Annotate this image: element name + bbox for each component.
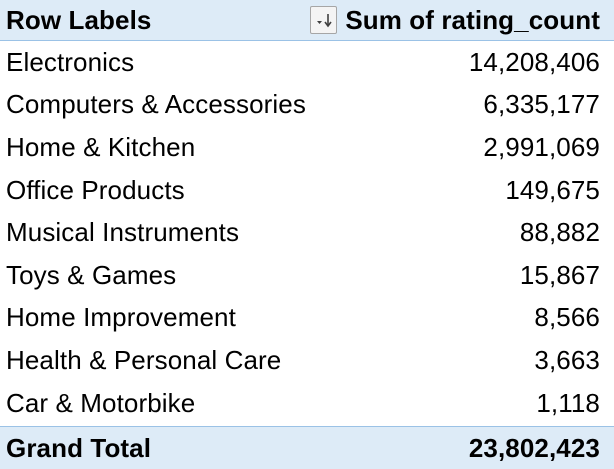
pivot-header-row: Row Labels Sum of rating_count bbox=[0, 0, 614, 41]
table-row[interactable]: Office Products 149,675 bbox=[0, 169, 614, 212]
row-value: 15,867 bbox=[519, 259, 600, 290]
row-value: 1,118 bbox=[536, 387, 600, 418]
sort-filter-button[interactable] bbox=[310, 6, 338, 34]
pivot-body: Electronics 14,208,406 Computers & Acces… bbox=[0, 41, 614, 424]
row-label: Car & Motorbike bbox=[6, 387, 196, 418]
table-row[interactable]: Home & Kitchen 2,991,069 bbox=[0, 126, 614, 169]
table-row[interactable]: Electronics 14,208,406 bbox=[0, 41, 614, 84]
table-row[interactable]: Car & Motorbike 1,118 bbox=[0, 382, 614, 425]
grand-total-row[interactable]: Grand Total 23,802,423 bbox=[0, 426, 614, 469]
row-value: 8,566 bbox=[534, 302, 600, 333]
row-label: Toys & Games bbox=[6, 259, 177, 290]
table-row[interactable]: Computers & Accessories 6,335,177 bbox=[0, 84, 614, 127]
row-value: 3,663 bbox=[534, 344, 600, 375]
grand-total-label: Grand Total bbox=[6, 432, 152, 463]
row-label: Health & Personal Care bbox=[6, 344, 282, 375]
grand-total-value: 23,802,423 bbox=[468, 432, 600, 463]
sort-descending-filter-icon bbox=[316, 14, 332, 28]
row-value: 6,335,177 bbox=[483, 89, 600, 120]
row-label: Musical Instruments bbox=[6, 217, 240, 248]
table-row[interactable]: Musical Instruments 88,882 bbox=[0, 211, 614, 254]
table-row[interactable]: Health & Personal Care 3,663 bbox=[0, 339, 614, 382]
table-row[interactable]: Home Improvement 8,566 bbox=[0, 297, 614, 340]
table-row[interactable]: Toys & Games 15,867 bbox=[0, 254, 614, 297]
row-label: Home Improvement bbox=[6, 302, 236, 333]
row-label: Computers & Accessories bbox=[6, 89, 306, 120]
value-field-header[interactable]: Sum of rating_count bbox=[345, 4, 600, 35]
row-value: 14,208,406 bbox=[468, 46, 600, 77]
row-labels-header[interactable]: Row Labels bbox=[6, 4, 152, 35]
row-value: 88,882 bbox=[519, 217, 600, 248]
row-label: Electronics bbox=[6, 46, 135, 77]
row-label: Office Products bbox=[6, 174, 185, 205]
row-value: 2,991,069 bbox=[483, 131, 600, 162]
row-label: Home & Kitchen bbox=[6, 131, 196, 162]
row-value: 149,675 bbox=[505, 174, 600, 205]
